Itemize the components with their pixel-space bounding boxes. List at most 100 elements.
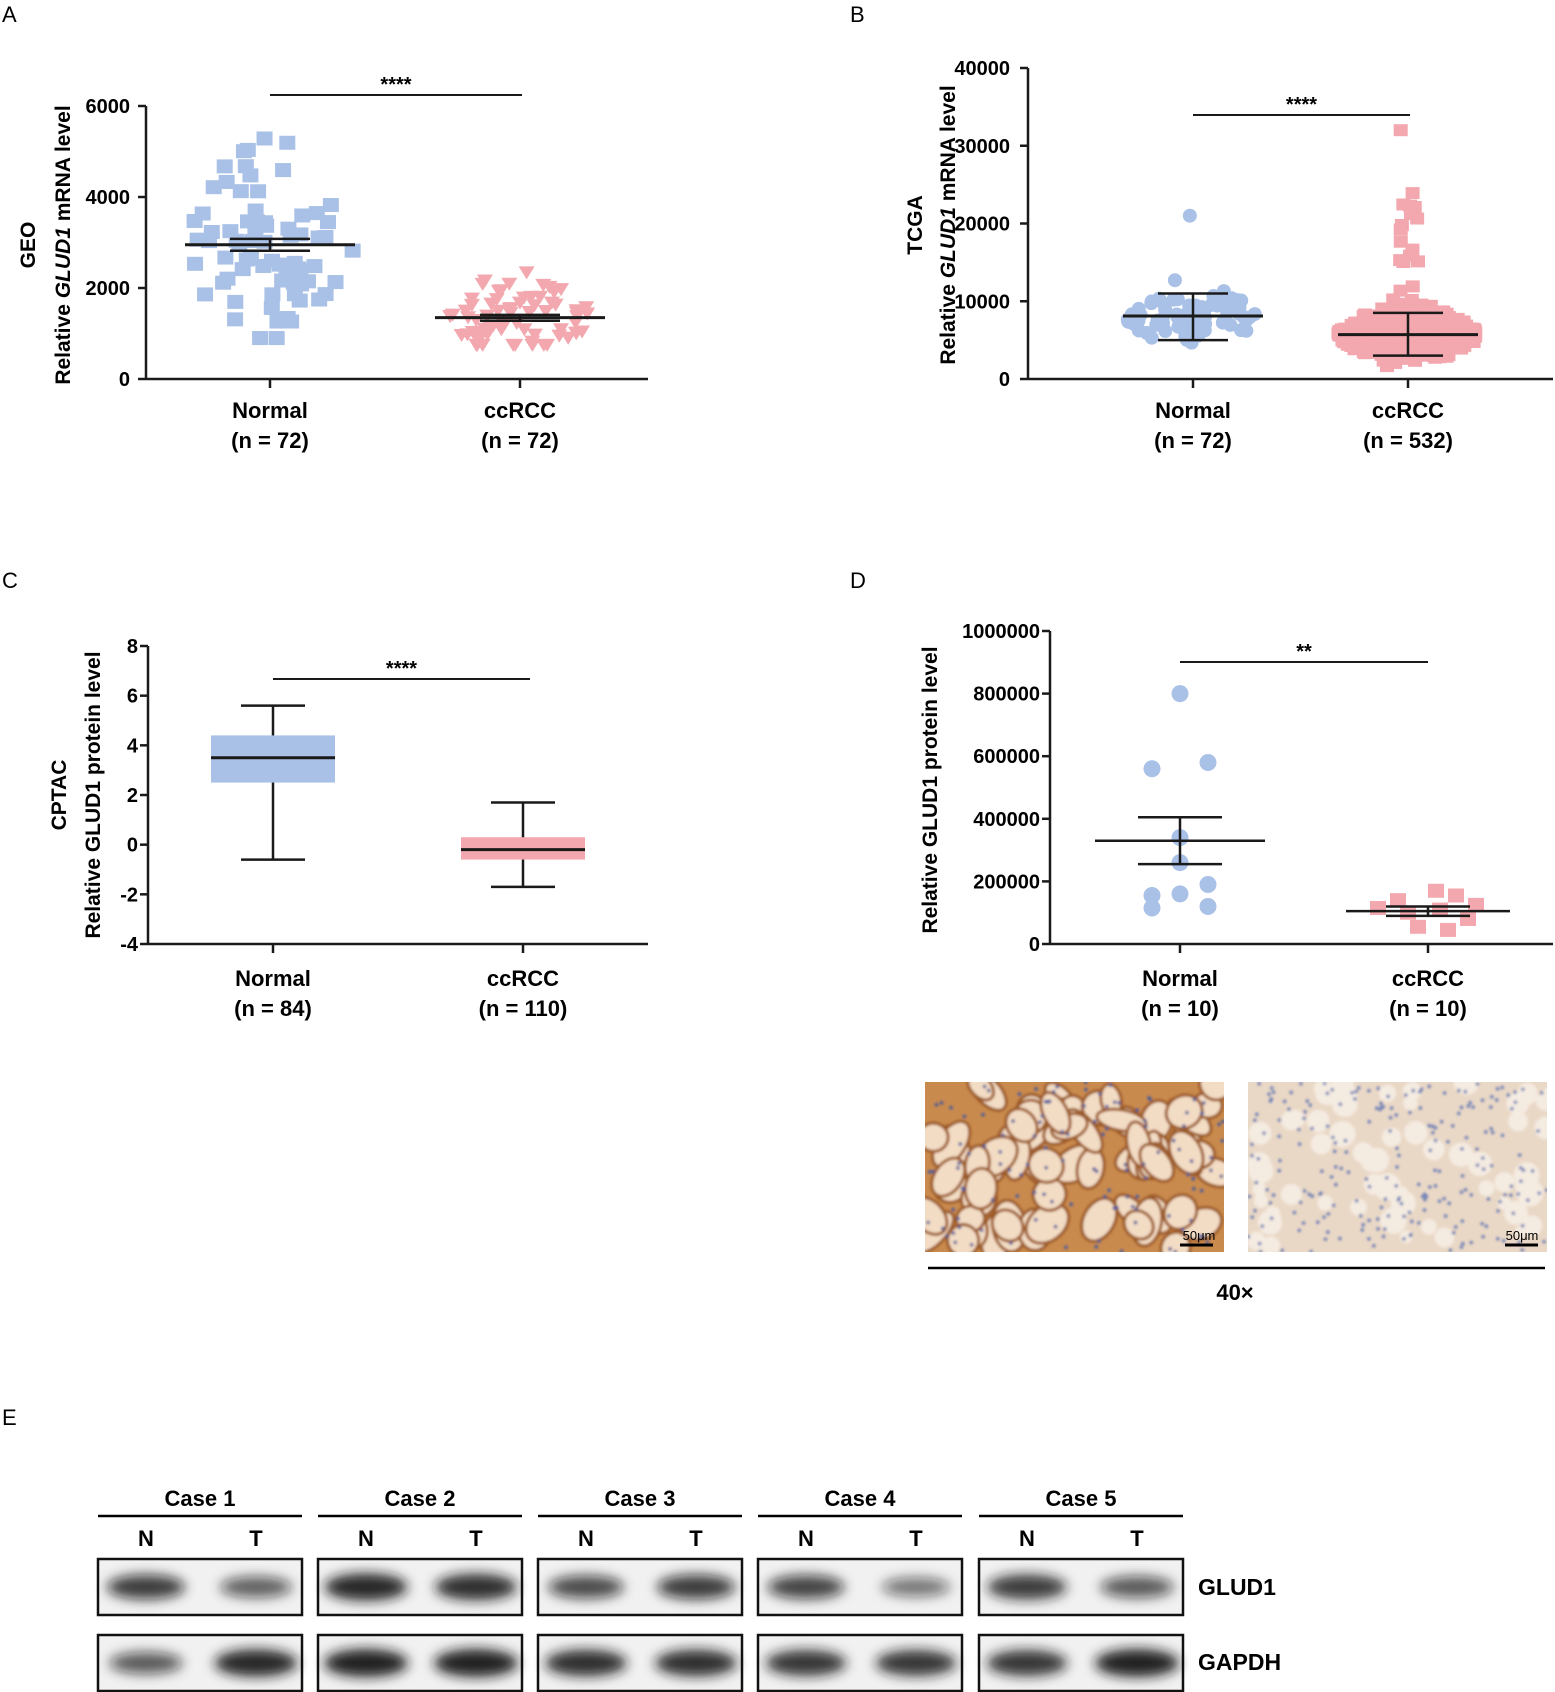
tissue-nucleus bbox=[956, 1166, 960, 1170]
tissue-nucleus bbox=[1168, 1247, 1172, 1251]
tissue-nucleus bbox=[1376, 1217, 1380, 1221]
western-blot: Case 1 N T Case 2 N T Case 3 N T Case 4 N T Case 5 N T bbox=[96, 1486, 1185, 1692]
data-point bbox=[1428, 883, 1444, 898]
data-point bbox=[568, 327, 585, 341]
chart-panel-b: Relative GLUD1 mRNA level TCGA 0 10000 200… bbox=[904, 58, 1553, 453]
tissue-cell bbox=[1306, 1109, 1330, 1133]
tissue-nucleus bbox=[1257, 1082, 1262, 1086]
tissue-nucleus bbox=[1404, 1093, 1408, 1097]
blot-case-label: Case 5 bbox=[1046, 1486, 1117, 1511]
tissue-nucleus bbox=[1386, 1094, 1390, 1099]
tissue-nucleus bbox=[1428, 1185, 1432, 1189]
tissue-nucleus bbox=[1038, 1120, 1042, 1124]
y-tick-label: 200000 bbox=[973, 871, 1040, 893]
blot-band bbox=[987, 1574, 1067, 1600]
category-label-normal: Normal bbox=[1155, 398, 1231, 423]
tissue-nucleus bbox=[1181, 1227, 1185, 1232]
tissue-nucleus bbox=[967, 1152, 971, 1156]
data-point bbox=[1370, 901, 1386, 916]
tissue-nucleus bbox=[1356, 1086, 1361, 1090]
tissue-nucleus bbox=[1325, 1124, 1330, 1128]
tissue-nucleus bbox=[1457, 1088, 1461, 1093]
tissue-nucleus bbox=[1439, 1119, 1444, 1124]
tissue-cell bbox=[1352, 1142, 1374, 1163]
tissue-nucleus bbox=[1343, 1138, 1348, 1143]
data-point bbox=[1143, 899, 1161, 917]
tissue-cell bbox=[1478, 1180, 1495, 1197]
tissue-nucleus bbox=[1481, 1156, 1485, 1160]
data-point bbox=[1466, 335, 1481, 348]
tissue-nucleus bbox=[1344, 1150, 1349, 1154]
magnification-label: 40× bbox=[1216, 1280, 1253, 1305]
data-point bbox=[322, 198, 339, 213]
tissue-nucleus bbox=[1418, 1106, 1423, 1110]
tissue-cell bbox=[1534, 1116, 1547, 1140]
data-point bbox=[1230, 293, 1245, 308]
tissue-nucleus bbox=[1428, 1148, 1433, 1153]
tissue-nucleus bbox=[1019, 1172, 1023, 1177]
tissue-nucleus bbox=[927, 1170, 932, 1174]
tissue-nucleus bbox=[1250, 1215, 1255, 1219]
tissue-nucleus bbox=[1386, 1214, 1391, 1218]
blot-band bbox=[765, 1650, 847, 1676]
tissue-nucleus bbox=[1339, 1166, 1344, 1171]
tissue-nucleus bbox=[1350, 1090, 1354, 1095]
tissue-nucleus bbox=[1143, 1119, 1147, 1123]
tissue-nucleus bbox=[945, 1234, 949, 1238]
tissue-nucleus bbox=[1338, 1102, 1343, 1107]
tissue-nucleus bbox=[1320, 1169, 1324, 1173]
y-axis-label-prefix: Relative bbox=[52, 298, 75, 384]
tissue-nucleus bbox=[1331, 1135, 1335, 1140]
tissue-nucleus bbox=[1330, 1087, 1335, 1092]
category-label-ccrcc: ccRCC bbox=[1392, 966, 1464, 991]
tissue-nucleus bbox=[1395, 1146, 1399, 1150]
tissue-nucleus bbox=[1395, 1165, 1399, 1169]
tissue-nucleus bbox=[1383, 1197, 1388, 1201]
tissue-nucleus bbox=[1033, 1218, 1038, 1222]
tissue-nucleus bbox=[1044, 1165, 1048, 1170]
data-point bbox=[1393, 124, 1408, 137]
tissue-nucleus bbox=[1269, 1086, 1274, 1090]
blot-band bbox=[655, 1649, 737, 1677]
blot-band bbox=[109, 1652, 183, 1674]
y-tick-label: -2 bbox=[120, 884, 138, 906]
y-tick-label: 2000 bbox=[86, 278, 131, 300]
data-point bbox=[311, 292, 328, 307]
tissue-nucleus bbox=[1484, 1224, 1489, 1229]
tissue-nucleus bbox=[1519, 1179, 1523, 1183]
data-point bbox=[1379, 360, 1394, 373]
tissue-nucleus bbox=[1310, 1126, 1314, 1131]
tissue-nucleus bbox=[1009, 1241, 1013, 1245]
data-point bbox=[344, 243, 361, 258]
tissue-tubule bbox=[966, 1082, 996, 1102]
tissue-nucleus bbox=[1108, 1083, 1113, 1088]
tissue-cell bbox=[1248, 1158, 1274, 1184]
tissue-nucleus bbox=[1097, 1239, 1101, 1243]
tissue-nucleus bbox=[1267, 1092, 1271, 1096]
tissue-nucleus bbox=[1483, 1130, 1488, 1134]
tissue-nucleus bbox=[1104, 1126, 1109, 1131]
tissue-nucleus bbox=[1408, 1110, 1412, 1115]
data-point bbox=[483, 297, 500, 311]
tissue-nucleus bbox=[1542, 1239, 1546, 1244]
data-point bbox=[1144, 330, 1159, 345]
tissue-nucleus bbox=[1442, 1196, 1446, 1201]
tissue-nucleus bbox=[1420, 1194, 1425, 1199]
tissue-nucleus bbox=[1201, 1101, 1206, 1105]
tissue-nucleus bbox=[1489, 1163, 1494, 1168]
y-tick-label: 400000 bbox=[973, 809, 1040, 831]
tissue-cell bbox=[1467, 1151, 1493, 1177]
tissue-nucleus bbox=[1319, 1191, 1323, 1196]
data-point bbox=[1149, 317, 1164, 332]
tissue-nucleus bbox=[926, 1220, 930, 1225]
tissue-nucleus bbox=[1408, 1233, 1413, 1238]
y-tick-label: 40000 bbox=[954, 58, 1010, 80]
tissue-nucleus bbox=[1379, 1205, 1384, 1210]
tissue-cell bbox=[1434, 1227, 1455, 1248]
y-axis-label: Relative GLUD1 protein level bbox=[919, 646, 942, 933]
tissue-nucleus bbox=[1053, 1224, 1058, 1229]
data-point bbox=[1199, 876, 1217, 894]
tissue-cell bbox=[1286, 1110, 1305, 1129]
data-point bbox=[1182, 311, 1197, 326]
